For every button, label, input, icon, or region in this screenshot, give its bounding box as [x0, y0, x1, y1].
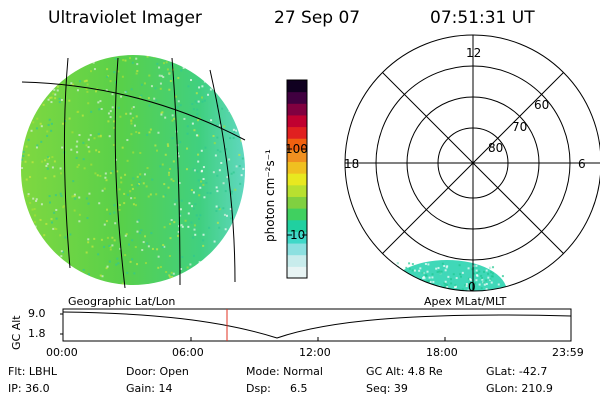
color-bar-segment — [287, 208, 307, 221]
left-panel-title: Geographic Lat/Lon — [68, 295, 176, 308]
filter-status: Flt: LBHL — [8, 365, 57, 378]
altitude-curve — [62, 311, 572, 339]
color-bar — [287, 80, 307, 279]
color-bar-segment — [287, 243, 307, 256]
door-status: Door: Open — [126, 365, 189, 378]
color-bar-segment — [287, 138, 307, 151]
color-bar-segment — [287, 184, 307, 197]
polar-diag-2 — [382, 72, 564, 254]
time-label: 07:51:31 UT — [430, 8, 535, 28]
ytick-label-9: 9.0 — [28, 307, 46, 320]
cbar-label-100: 100 — [285, 142, 308, 156]
mode-status: Mode: Normal — [246, 365, 323, 378]
mlt-label-12: 12 — [466, 46, 482, 60]
glon-status: GLon: 210.9 — [486, 382, 553, 395]
mlt-label-0: 0 — [468, 280, 476, 294]
mlt-label-6: 6 — [578, 157, 586, 171]
color-bar-segment — [287, 173, 307, 186]
color-bar-segment — [287, 231, 307, 244]
color-bar-segment — [287, 254, 307, 267]
geo-grid — [21, 57, 246, 289]
earth-image — [21, 55, 246, 289]
xtick-label-0000: 00:00 — [46, 346, 78, 359]
color-bar-segment — [287, 103, 307, 116]
color-bar-segment — [287, 80, 307, 93]
xtick-label-1200: 12:00 — [299, 346, 331, 359]
instrument-title: Ultraviolet Imager — [48, 8, 202, 28]
xtick-label-2359: 23:59 — [552, 346, 584, 359]
color-bar-segment — [287, 114, 307, 128]
color-bar-segment — [287, 149, 307, 163]
lat-label-80: 80 — [488, 141, 504, 155]
cbar-unit-label: photon cm⁻²s⁻¹ — [263, 149, 277, 242]
mlt-label-18: 18 — [344, 157, 360, 171]
altitude-frame — [62, 308, 572, 342]
xtick-label-1800: 18:00 — [426, 346, 458, 359]
polar-panel-title: Apex MLat/MLT — [424, 295, 507, 308]
altitude-plot — [60, 308, 572, 342]
seq-status: Seq: 39 — [366, 382, 408, 395]
color-bar-segment — [287, 91, 307, 104]
lat-label-70: 70 — [512, 120, 528, 134]
altitude-ylabel: GC Alt — [10, 315, 23, 350]
xtick-label-0600: 06:00 — [172, 346, 204, 359]
color-bar-segment — [287, 219, 307, 232]
glat-status: GLat: -42.7 — [486, 365, 548, 378]
cbar-label-10: 10 — [290, 228, 306, 242]
lat-label-60: 60 — [534, 98, 550, 112]
date-label: 27 Sep 07 — [274, 8, 361, 28]
polar-plot — [344, 34, 600, 292]
ip-status: IP: 36.0 — [8, 382, 50, 395]
ytick-label-1-8: 1.8 — [28, 327, 46, 340]
color-bar-segment — [287, 126, 307, 139]
gc-alt-status: GC Alt: 4.8 Re — [366, 365, 443, 378]
color-bar-segment — [287, 266, 307, 279]
color-bar-segment — [287, 196, 307, 209]
aurora-region — [387, 260, 507, 291]
dsp-label: Dsp: — [246, 382, 271, 395]
color-bar-segment — [287, 161, 307, 174]
gain-status: Gain: 14 — [126, 382, 173, 395]
color-bar-frame — [286, 79, 308, 279]
dsp-value: 6.5 — [290, 382, 308, 395]
